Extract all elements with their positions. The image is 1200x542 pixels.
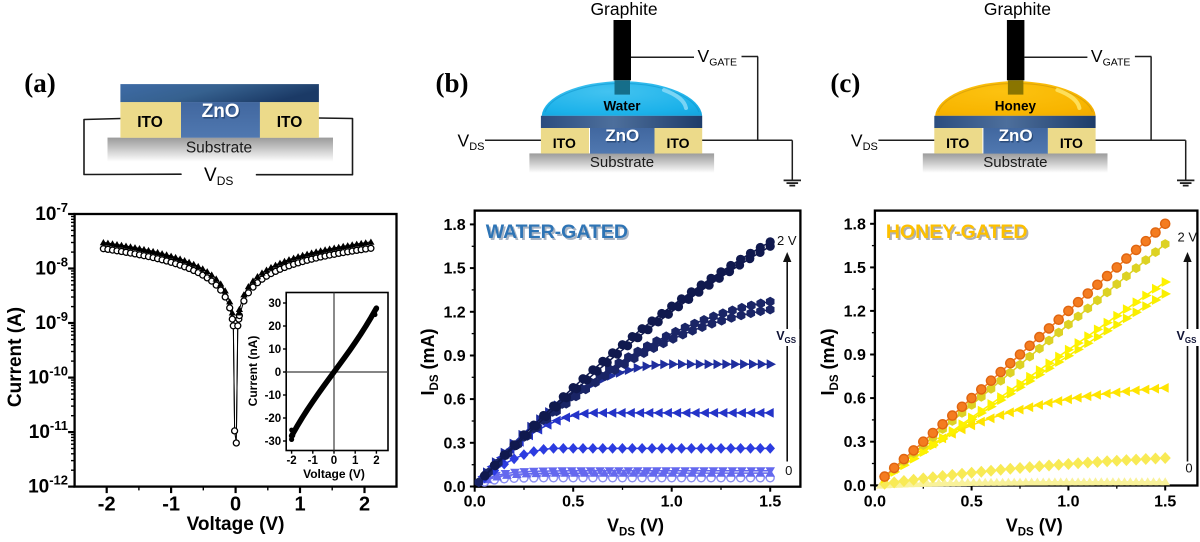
svg-text:0.3: 0.3	[443, 435, 465, 452]
svg-text:Graphite: Graphite	[984, 0, 1051, 19]
svg-text:VDS: VDS	[204, 165, 233, 188]
svg-text:1.0: 1.0	[1057, 494, 1079, 511]
svg-text:0: 0	[275, 367, 281, 379]
svg-text:-30: -30	[265, 436, 282, 448]
svg-text:Honey: Honey	[995, 99, 1037, 114]
svg-text:Voltage (V): Voltage (V)	[303, 467, 365, 481]
svg-text:ITO: ITO	[666, 135, 689, 151]
svg-text:IDS (mA): IDS (mA)	[418, 329, 441, 396]
svg-text:1.5: 1.5	[759, 494, 781, 511]
svg-text:Substrate: Substrate	[186, 140, 252, 157]
svg-text:Current (nA): Current (nA)	[246, 336, 260, 407]
svg-text:20: 20	[268, 321, 281, 333]
svg-text:ZnO: ZnO	[999, 126, 1033, 145]
svg-text:30: 30	[268, 298, 281, 310]
svg-text:0.5: 0.5	[562, 494, 584, 511]
svg-text:0.0: 0.0	[844, 478, 866, 495]
svg-text:0: 0	[785, 463, 792, 478]
svg-text:VGS: VGS	[1177, 329, 1198, 345]
svg-text:Substrate: Substrate	[983, 154, 1047, 171]
svg-text:VDS (V): VDS (V)	[607, 516, 664, 539]
svg-text:-20: -20	[265, 413, 282, 425]
svg-text:Graphite: Graphite	[590, 0, 657, 19]
svg-text:0.0: 0.0	[443, 479, 465, 496]
svg-text:Water: Water	[603, 99, 641, 114]
svg-text:-10: -10	[265, 390, 282, 402]
svg-text:-1: -1	[308, 455, 319, 467]
svg-text:10-10: 10-10	[28, 364, 68, 389]
svg-text:ZnO: ZnO	[1000, 127, 1034, 146]
svg-text:1: 1	[352, 455, 359, 467]
svg-text:10-11: 10-11	[29, 418, 68, 443]
svg-text:-2: -2	[98, 494, 116, 516]
svg-text:ZnO: ZnO	[605, 126, 639, 145]
svg-text:0.5: 0.5	[960, 494, 982, 511]
svg-text:(a): (a)	[24, 68, 55, 98]
svg-text:VDS: VDS	[458, 131, 485, 154]
svg-text:VGATE: VGATE	[698, 46, 738, 69]
svg-text:0.3: 0.3	[844, 434, 866, 451]
svg-text:0.0: 0.0	[464, 494, 486, 511]
svg-text:0.0: 0.0	[864, 494, 886, 511]
svg-text:ZnO: ZnO	[202, 101, 240, 122]
svg-text:0: 0	[1185, 461, 1192, 476]
svg-text:ITO: ITO	[553, 135, 576, 151]
svg-text:0: 0	[230, 494, 241, 516]
svg-text:2 V: 2 V	[777, 233, 797, 248]
svg-text:0.6: 0.6	[844, 391, 866, 408]
svg-text:ITO: ITO	[277, 114, 303, 131]
svg-text:1.2: 1.2	[443, 304, 465, 321]
svg-text:1.0: 1.0	[661, 494, 683, 511]
svg-text:1.5: 1.5	[1154, 494, 1176, 511]
svg-text:Current (A): Current (A)	[5, 307, 26, 407]
svg-text:VGS: VGS	[776, 329, 797, 345]
svg-text:(c): (c)	[830, 68, 860, 98]
svg-text:WATER-GATED: WATER-GATED	[488, 223, 630, 245]
svg-text:10-8: 10-8	[35, 255, 68, 280]
svg-text:0.6: 0.6	[443, 392, 465, 409]
svg-text:HONEY-GATED: HONEY-GATED	[886, 221, 1028, 243]
svg-text:ZnO: ZnO	[606, 127, 640, 146]
svg-text:2: 2	[359, 494, 370, 516]
svg-text:1.2: 1.2	[844, 303, 866, 320]
svg-text:2 V: 2 V	[1177, 230, 1197, 245]
svg-text:VDS: VDS	[851, 131, 878, 154]
svg-text:ITO: ITO	[137, 114, 163, 131]
svg-text:ZnO: ZnO	[203, 102, 241, 123]
svg-text:ITO: ITO	[1060, 135, 1083, 151]
svg-text:10-12: 10-12	[28, 473, 68, 498]
svg-text:0.9: 0.9	[844, 347, 866, 364]
svg-text:WATER-GATED: WATER-GATED	[486, 221, 628, 243]
svg-text:2: 2	[373, 455, 379, 467]
svg-text:1: 1	[294, 494, 305, 516]
svg-text:1.5: 1.5	[844, 260, 866, 277]
svg-text:HONEY-GATED: HONEY-GATED	[888, 223, 1030, 245]
svg-text:(b): (b)	[436, 68, 469, 98]
svg-text:-2: -2	[286, 455, 296, 467]
svg-text:Substrate: Substrate	[590, 154, 654, 171]
svg-text:VGATE: VGATE	[1091, 46, 1131, 69]
svg-text:IDS (mA): IDS (mA)	[818, 329, 841, 396]
svg-text:ITO: ITO	[946, 135, 969, 151]
svg-text:10-9: 10-9	[35, 309, 68, 334]
svg-text:0.9: 0.9	[443, 348, 465, 365]
svg-text:VDS (V): VDS (V)	[1006, 516, 1063, 539]
svg-text:-1: -1	[162, 494, 180, 516]
svg-text:1.8: 1.8	[844, 216, 866, 233]
svg-text:10-7: 10-7	[35, 200, 68, 225]
svg-text:Voltage (V): Voltage (V)	[187, 514, 285, 535]
svg-text:1.8: 1.8	[443, 217, 465, 234]
svg-text:0: 0	[331, 455, 337, 467]
svg-text:10: 10	[268, 344, 281, 356]
svg-text:1.5: 1.5	[443, 261, 465, 278]
